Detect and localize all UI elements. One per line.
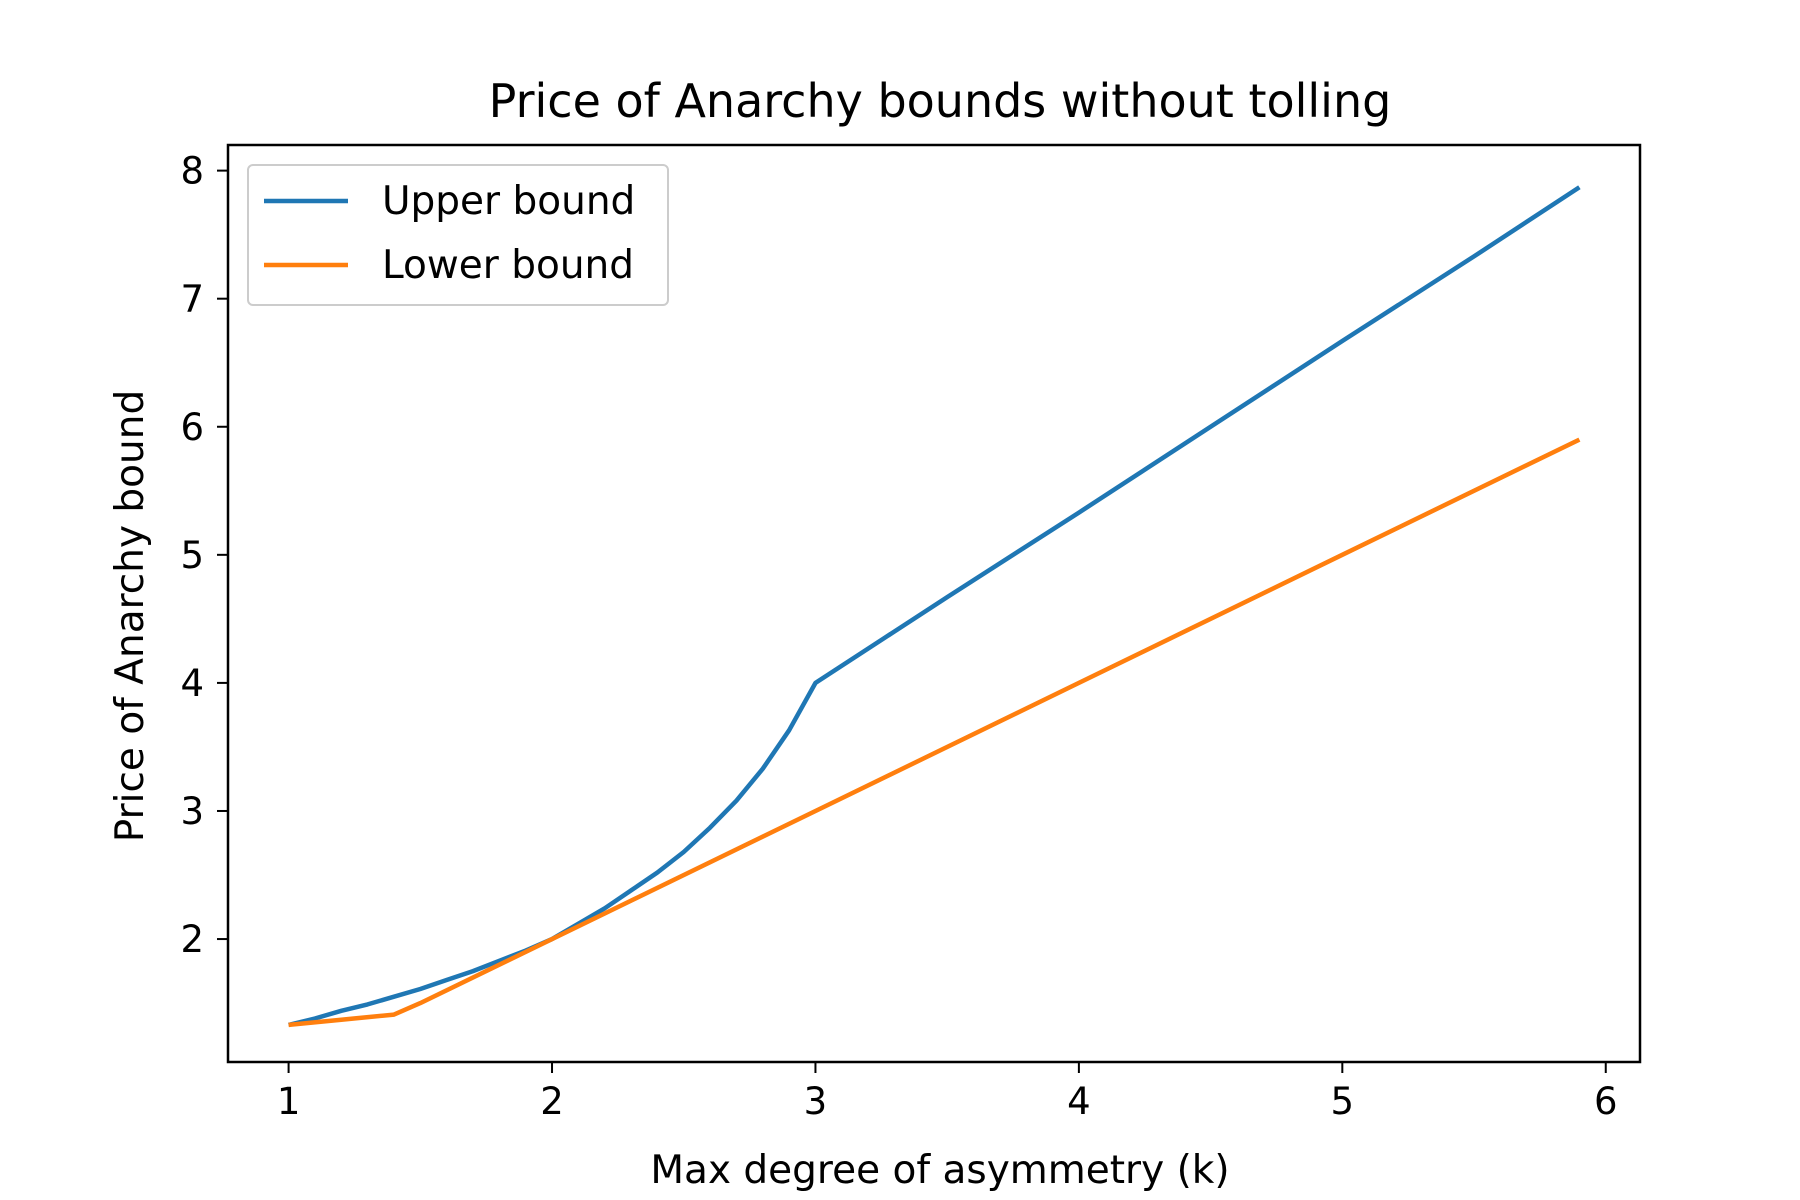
y-axis-label: Price of Anarchy bound [108, 390, 153, 842]
plot-frame [226, 143, 1642, 1064]
x-axis-label: Max degree of asymmetry (k) [650, 1148, 1229, 1193]
y-tick-label: 4 [180, 662, 204, 705]
y-tick-label: 6 [180, 406, 204, 449]
legend [247, 164, 669, 306]
y-tick-label: 8 [180, 150, 204, 193]
y-tick-label: 3 [180, 790, 204, 833]
series-line-1 [288, 437, 1581, 1028]
x-tick-label: 3 [804, 1080, 828, 1123]
y-tick-label: 7 [180, 278, 204, 321]
x-tick-label: 6 [1594, 1080, 1618, 1123]
x-tick-label: 2 [540, 1080, 564, 1123]
x-tick-label: 5 [1331, 1080, 1355, 1123]
chart-title: Price of Anarchy bounds without tolling [489, 74, 1392, 128]
legend-label-0: Upper bound [382, 179, 635, 224]
y-tick-label: 5 [180, 534, 204, 577]
x-tick-label: 1 [277, 1080, 301, 1123]
legend-label-1: Lower bound [382, 243, 634, 288]
plot-area: 1 2 3 4 5 6 2 3 4 5 6 7 8 Upper bound Lower bound [180, 143, 1642, 1123]
y-tick-label: 2 [180, 918, 204, 961]
series-line-0 [288, 185, 1581, 1028]
x-tick-label: 4 [1067, 1080, 1091, 1123]
